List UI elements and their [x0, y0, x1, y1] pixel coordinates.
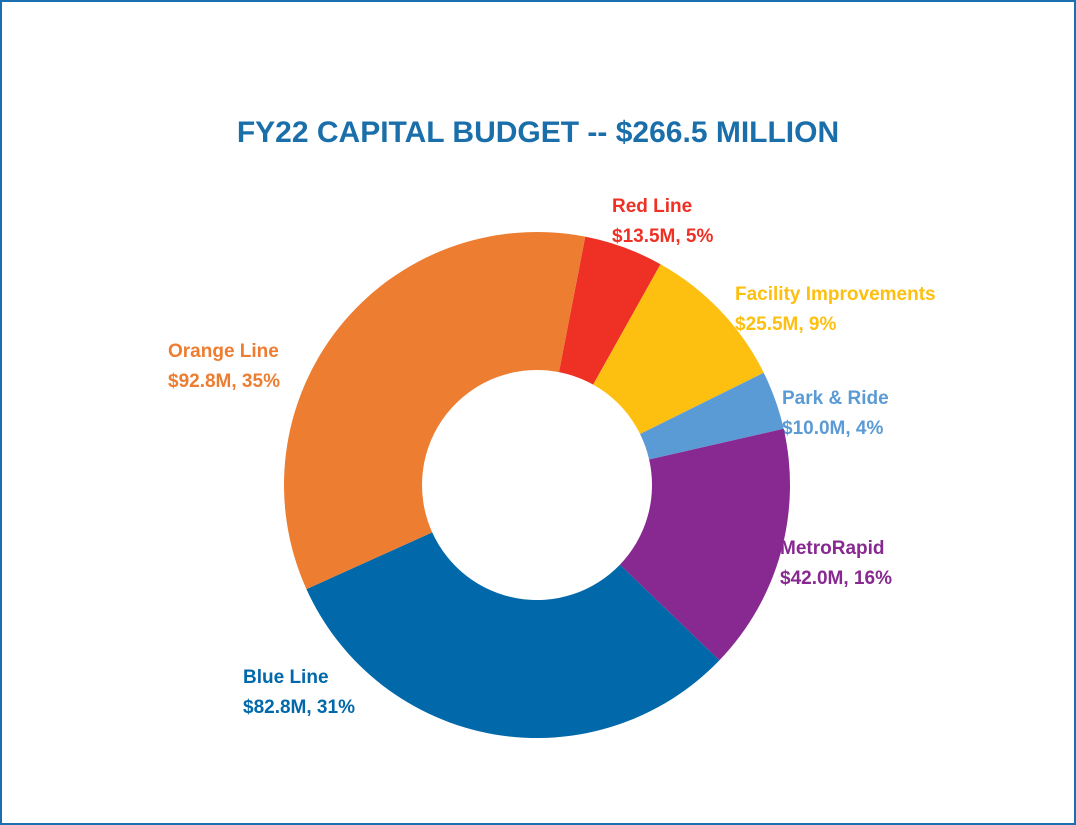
donut-slice: [640, 372, 784, 460]
chart-title: FY22 CAPITAL BUDGET -- $266.5 MILLION: [237, 116, 839, 149]
slice-value-label: $82.8M, 31%: [243, 697, 355, 718]
donut-slice: [558, 236, 661, 385]
slice-value-label: $25.5M, 9%: [735, 314, 836, 335]
slice-name: Facility Improvements: [735, 284, 936, 305]
slice-value-label: $42.0M, 16%: [780, 568, 892, 589]
donut-slice: [619, 428, 790, 661]
donut-slice: [306, 532, 720, 738]
slice-value-label: $10.0M, 4%: [782, 418, 883, 439]
slice-name: Park & Ride: [782, 388, 889, 409]
slice-name: Orange Line: [168, 341, 279, 362]
slice-name: Red Line: [612, 196, 692, 217]
donut-slice: [284, 231, 586, 590]
slice-name: MetroRapid: [780, 538, 885, 559]
slice-name: Blue Line: [243, 667, 329, 688]
donut-slice: [593, 264, 764, 434]
slice-value-label: $92.8M, 35%: [168, 371, 280, 392]
slice-value-label: $13.5M, 5%: [612, 226, 713, 247]
